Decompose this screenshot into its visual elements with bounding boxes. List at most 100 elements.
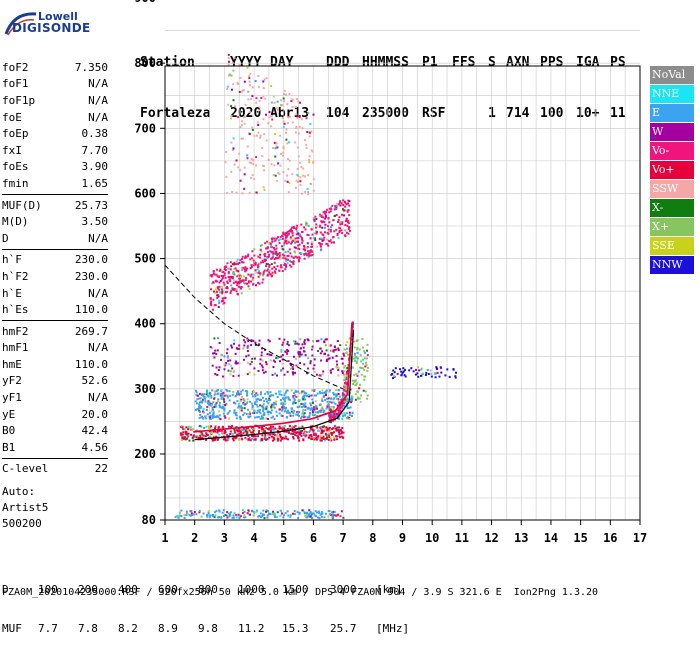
echo-point [311, 425, 314, 428]
echo-point [215, 273, 218, 276]
echo-point [340, 229, 343, 232]
echo-point [303, 394, 306, 397]
echo-point [342, 436, 345, 439]
echo-point [207, 512, 210, 514]
echo-point [260, 364, 263, 367]
echo-point [276, 254, 279, 257]
echo-point [346, 372, 349, 375]
echo-point [284, 179, 287, 182]
echo-point [268, 340, 271, 343]
echo-point [353, 346, 356, 349]
echo-point [314, 411, 317, 414]
echo-point [304, 415, 306, 418]
echo-point [306, 242, 309, 245]
echo-point [304, 228, 307, 231]
echo-point [275, 237, 278, 240]
echo-point [270, 263, 273, 266]
echo-point [263, 269, 266, 272]
echo-point [448, 375, 451, 378]
echo-point [246, 373, 249, 376]
echo-point [221, 511, 224, 514]
y-tick-label: 600 [134, 186, 156, 200]
param-name: C-level [2, 462, 49, 476]
echo-point [300, 353, 303, 356]
echo-point [223, 368, 226, 371]
echo-point [321, 220, 324, 223]
echo-point [211, 406, 214, 409]
echo-point [335, 429, 338, 432]
echo-point [303, 350, 306, 353]
echo-point [339, 436, 342, 439]
header-label: S [488, 55, 496, 70]
echo-point [271, 238, 274, 241]
echo-point [243, 514, 246, 517]
param-name: MUF(D) [2, 198, 42, 212]
echo-point [290, 407, 293, 410]
echo-point [226, 282, 229, 285]
echo-point [251, 128, 254, 131]
echo-point [299, 176, 302, 179]
echo-point [285, 128, 288, 131]
param-name: fmin [2, 176, 29, 190]
echo-point [240, 266, 243, 269]
param-name: yF2 [2, 374, 22, 388]
echo-point [297, 100, 300, 103]
echo-point [281, 406, 284, 409]
echo-point [255, 271, 258, 274]
echo-point [252, 426, 255, 429]
echo-point [289, 230, 292, 233]
echo-point [213, 273, 216, 276]
echo-point [436, 371, 439, 374]
autoscaling-info: Auto: Artist5 500200 [2, 484, 48, 532]
header-value: 100 [540, 106, 564, 121]
echo-point [206, 406, 209, 408]
echo-point [265, 510, 268, 513]
echo-point [311, 517, 313, 520]
echo-point [230, 276, 233, 279]
echo-point [200, 515, 203, 518]
echo-point [273, 401, 276, 404]
echo-point [272, 433, 275, 436]
echo-point [187, 432, 190, 435]
echo-point [318, 404, 321, 407]
echo-point [313, 218, 316, 221]
echo-point [289, 514, 292, 517]
echo-point [222, 375, 225, 378]
echo-point [297, 517, 300, 519]
echo-point [220, 270, 223, 273]
echo-point [271, 267, 274, 270]
echo-point [215, 510, 218, 513]
echo-point [275, 257, 278, 260]
param-value: 7.350 [74, 60, 108, 74]
echo-point [274, 174, 277, 177]
echo-point [270, 115, 273, 117]
echo-point [191, 429, 194, 432]
echo-point [214, 349, 217, 352]
echo-point [290, 242, 293, 245]
header-value: 714 [506, 106, 530, 121]
echo-point [337, 399, 340, 402]
echo-point [260, 516, 263, 518]
echo-point [236, 393, 238, 396]
echo-point [332, 391, 335, 394]
echo-point [435, 366, 438, 369]
echo-point [257, 435, 260, 438]
echo-point [280, 99, 282, 102]
echo-point [366, 394, 369, 397]
echo-point [392, 377, 394, 380]
electron-density-profile-curve [194, 330, 355, 441]
echo-point [205, 433, 208, 436]
echo-point [261, 414, 263, 417]
echo-point [198, 417, 201, 420]
echo-point [225, 287, 228, 289]
echo-point [321, 392, 324, 394]
echo-point [202, 407, 205, 410]
echo-point [253, 134, 256, 137]
echo-point [301, 509, 304, 512]
param-row: foF1 N/A [2, 76, 108, 93]
echo-point [316, 415, 319, 417]
echo-point [348, 229, 351, 232]
echo-point [363, 350, 366, 353]
echo-point [196, 394, 199, 397]
echo-point [301, 430, 304, 432]
